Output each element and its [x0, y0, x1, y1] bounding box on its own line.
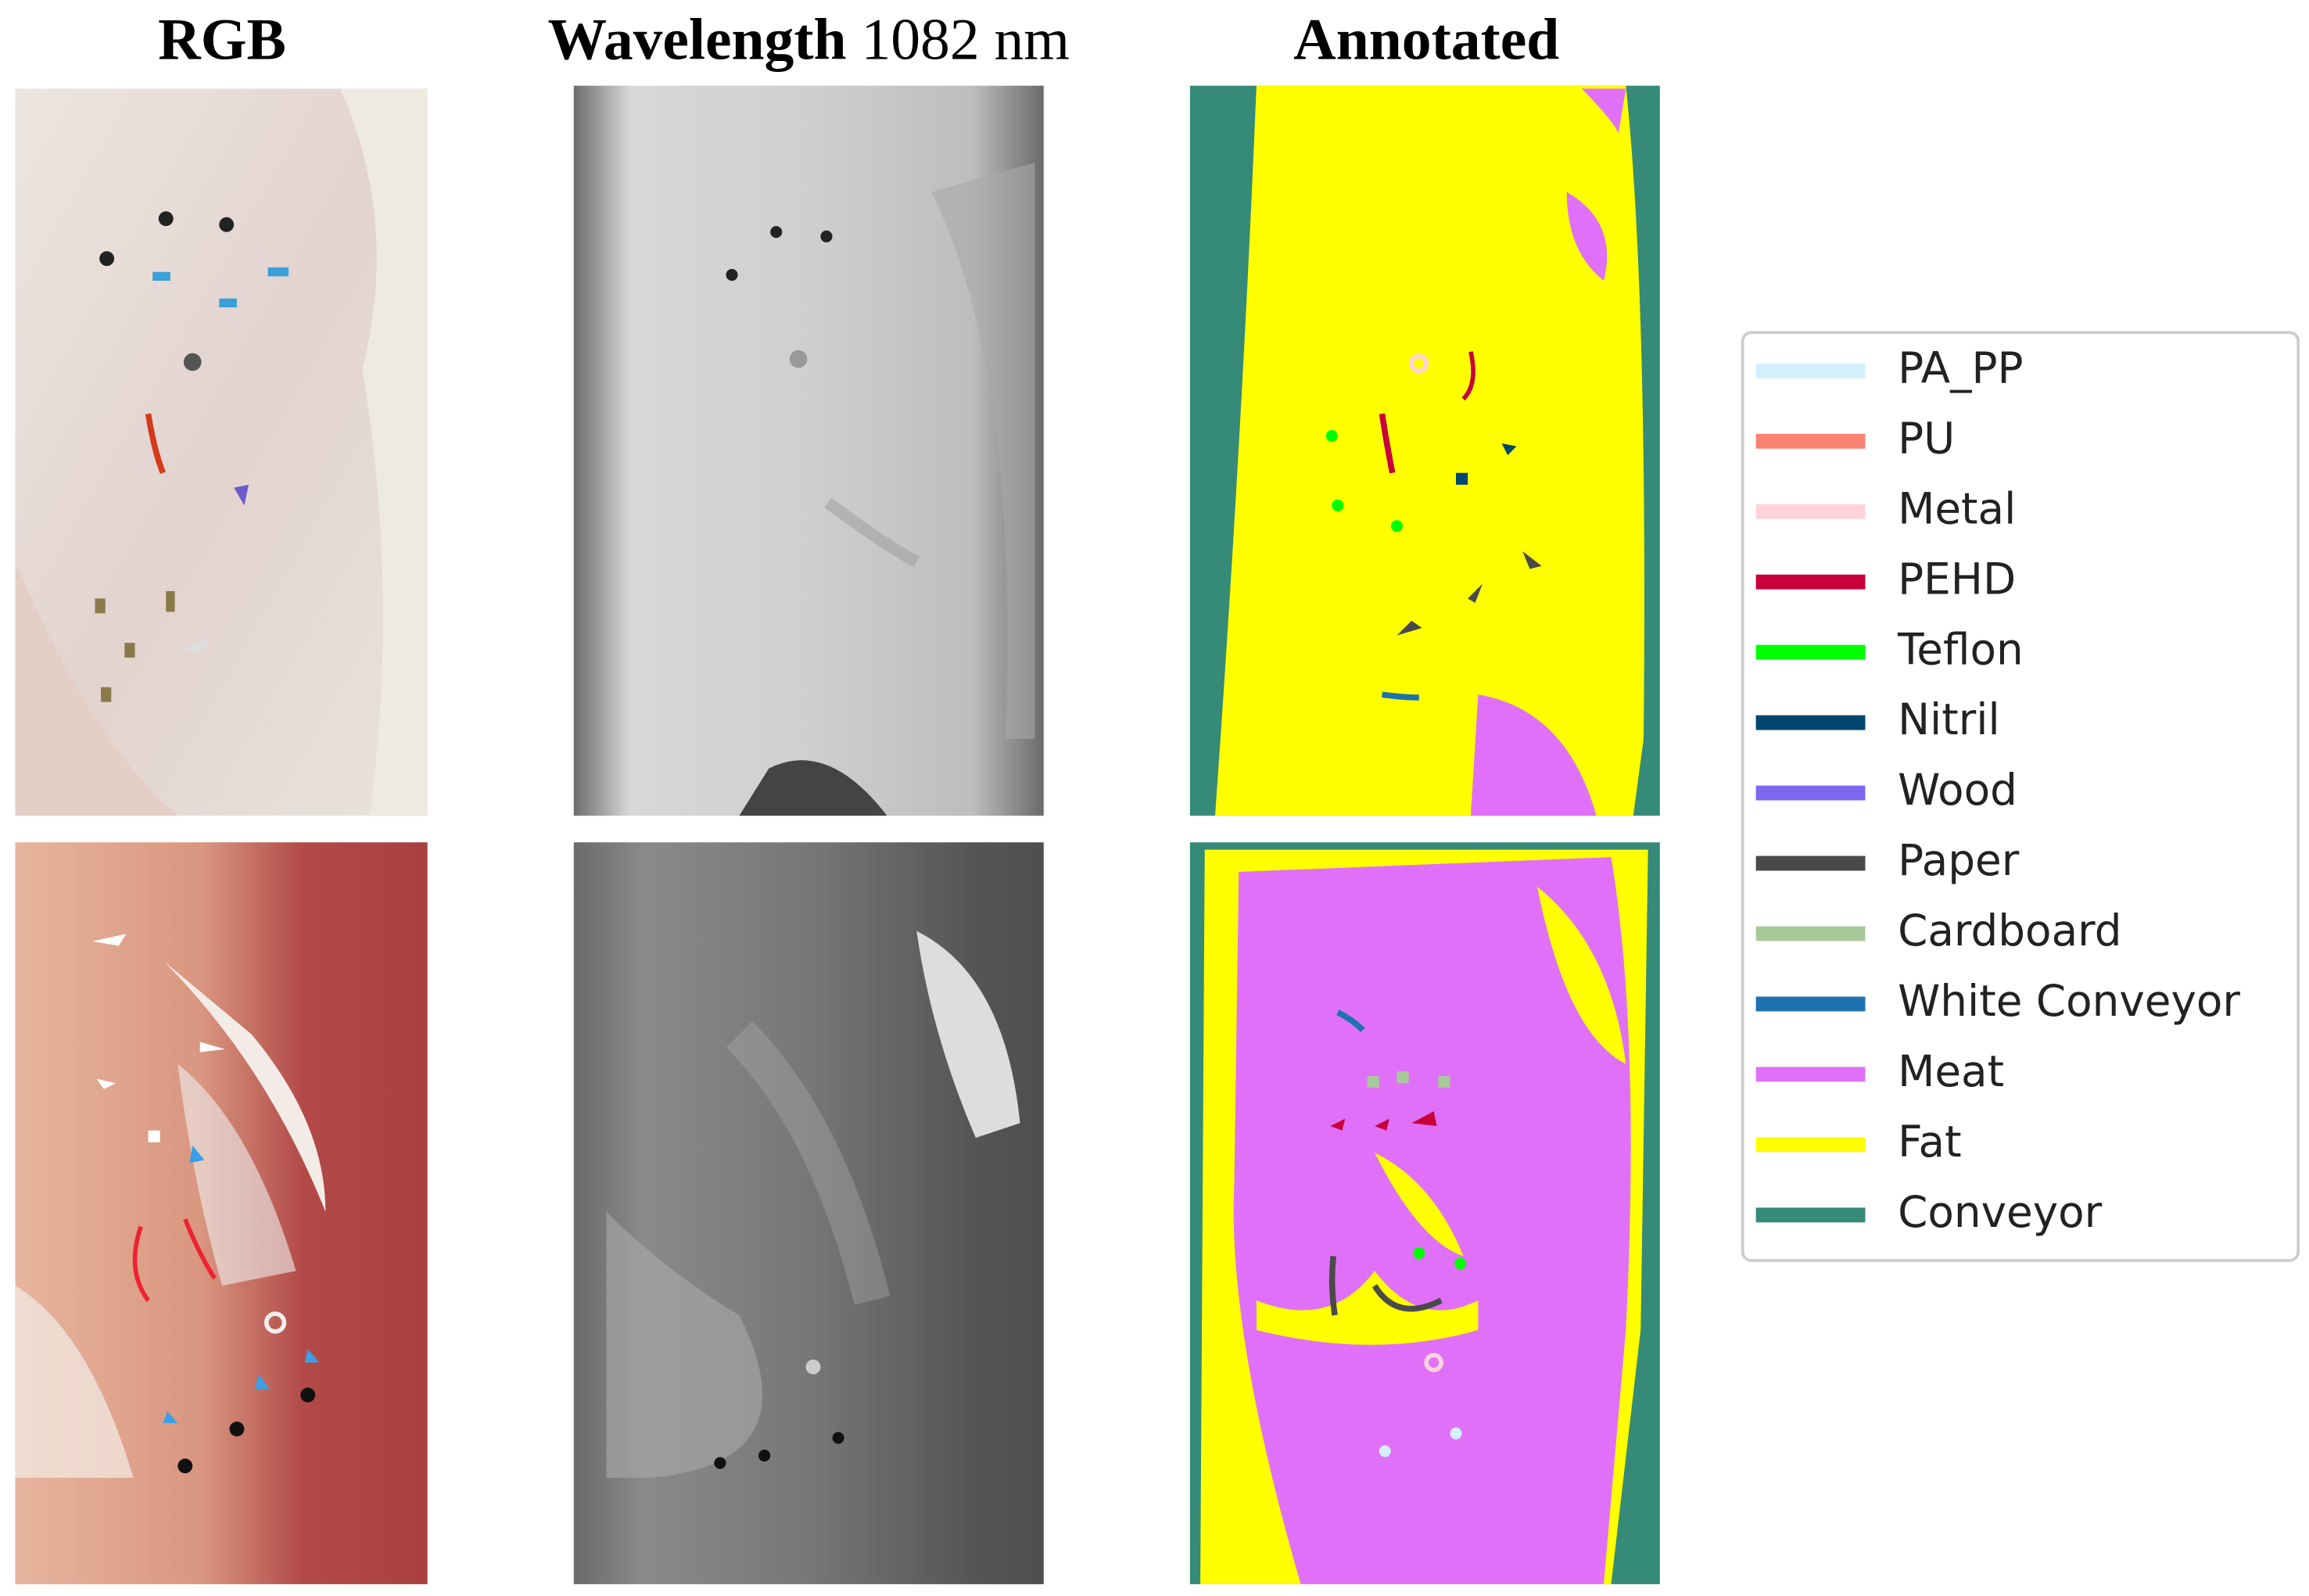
title-suffix: 1082 nm	[861, 8, 1070, 73]
legend-swatch	[1755, 855, 1866, 871]
legend-box	[1741, 331, 2300, 1262]
legend-label: Cardboard	[1898, 906, 2121, 956]
legend-label: White Conveyor	[1898, 976, 2240, 1026]
legend-swatch	[1755, 926, 1866, 941]
column-title: Wavelength 1082 nm	[547, 8, 1070, 73]
nir-image-bottom	[573, 842, 1044, 1584]
legend-label: PEHD	[1898, 554, 2016, 604]
legend-label: Conveyor	[1898, 1187, 2103, 1237]
annotated-image-bottom	[1189, 842, 1660, 1584]
column-title: Annotated	[1293, 8, 1559, 73]
legend-swatch	[1755, 574, 1866, 590]
title-bold: Wavelength	[547, 8, 846, 73]
legend: PA_PP PU Metal PEHD Teflon Nitril Wood Paper Car…	[1755, 343, 2240, 1237]
legend-label: Meat	[1898, 1046, 2004, 1096]
legend-swatch	[1755, 785, 1866, 801]
rgb-image-top	[15, 88, 428, 816]
legend-swatch	[1755, 1067, 1866, 1082]
legend-label: Metal	[1898, 483, 2016, 533]
legend-swatch	[1755, 433, 1866, 449]
annotated-image-top	[1189, 85, 1660, 816]
legend-label: Nitril	[1898, 694, 2000, 744]
nir-image-top	[573, 85, 1044, 816]
legend-swatch	[1755, 363, 1866, 378]
legend-label: PA_PP	[1898, 343, 2024, 393]
legend-label: Fat	[1898, 1117, 1962, 1167]
legend-label: PU	[1898, 413, 1955, 463]
legend-swatch	[1755, 715, 1866, 730]
legend-label: Teflon	[1897, 624, 2024, 674]
rgb-image-bottom	[15, 842, 428, 1584]
legend-swatch	[1755, 1137, 1866, 1153]
column-title: RGB	[158, 8, 286, 73]
legend-swatch	[1755, 644, 1866, 660]
legend-swatch	[1755, 996, 1866, 1012]
legend-swatch	[1755, 1207, 1866, 1223]
legend-swatch	[1755, 504, 1866, 519]
legend-label: Wood	[1898, 765, 2017, 815]
legend-label: Paper	[1898, 835, 2020, 885]
